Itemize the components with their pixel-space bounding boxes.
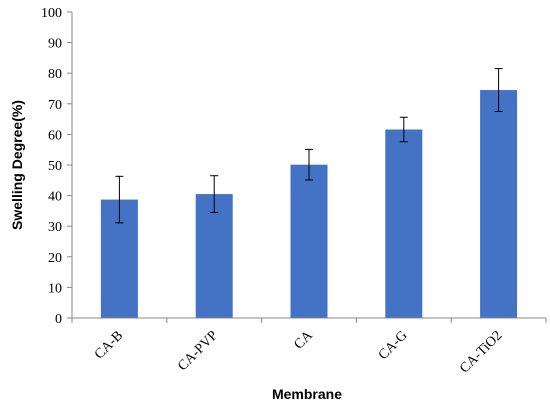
y-tick-label: 50	[48, 159, 62, 174]
x-axis-title: Membrane	[272, 386, 342, 402]
y-tick-label: 90	[48, 37, 62, 52]
y-tick-label: 30	[48, 220, 62, 235]
y-tick-label: 40	[48, 190, 62, 205]
y-tick-label: 0	[55, 312, 62, 327]
bar-ca-tio2	[480, 90, 518, 318]
x-tick-label: CA-TiO2	[457, 328, 505, 376]
x-tick-label: CA-G	[376, 328, 411, 363]
y-axis-title: Swelling Degree(%)	[9, 100, 25, 230]
y-tick-label: 70	[48, 98, 62, 113]
bar-ca-pvp	[195, 194, 233, 318]
bar-ca-g	[385, 129, 423, 318]
y-tick-label: 10	[48, 281, 62, 296]
y-tick-label: 60	[48, 128, 62, 143]
error-bars	[115, 68, 503, 224]
y-tick-label: 80	[48, 67, 62, 82]
x-axis-ticks: CA-B CA-PVP CA CA-G CA-TiO2	[71, 318, 547, 376]
y-tick-label: 20	[48, 251, 62, 266]
bars	[100, 90, 518, 318]
bar-ca	[290, 164, 328, 318]
y-tick-label: 100	[41, 6, 62, 21]
y-axis-ticks: 0 10 20 30 40 50 60 70 80 90 100	[41, 6, 72, 327]
x-tick-label: CA	[291, 328, 316, 353]
x-tick-label: CA-PVP	[175, 328, 221, 374]
x-tick-label: CA-B	[92, 328, 126, 362]
